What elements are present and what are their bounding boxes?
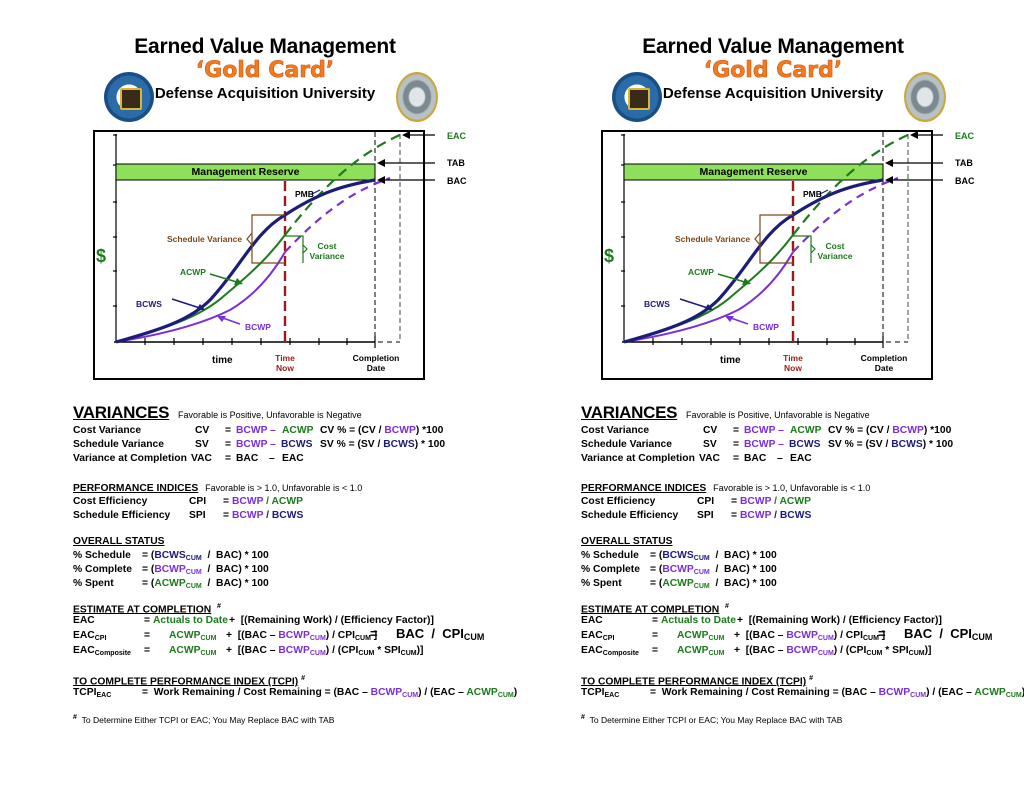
overall-status-section: OVERALL STATUS % Schedule = (BCWSCUM / B… (73, 536, 269, 590)
variances-section: VARIANCES Favorable is Positive, Unfavor… (581, 403, 954, 464)
variances-section: VARIANCES Favorable is Positive, Unfavor… (73, 403, 446, 464)
footnote: # To Determine Either TCPI or EAC; You M… (73, 714, 335, 725)
card-title: Earned Value Management (642, 35, 904, 58)
evm-chart (601, 130, 933, 380)
schedule-variance-label: Schedule Variance (167, 234, 243, 244)
variances-heading: VARIANCES (581, 403, 678, 422)
org-name: Defense Acquisition University (154, 85, 376, 102)
pmb-label: PMB (295, 189, 314, 199)
performance-indices-section: PERFORMANCE INDICES Favorable is > 1.0, … (581, 483, 871, 521)
overall-status-heading: OVERALL STATUS (73, 536, 165, 547)
time-now-label: Time Now (783, 353, 803, 373)
management-reserve-label: Management Reserve (699, 166, 808, 178)
dau-coin-icon (904, 72, 946, 122)
dau-seal-icon (104, 72, 154, 122)
overall-status-section: OVERALL STATUS % Schedule = (BCWSCUM / B… (581, 536, 777, 590)
completion-date-label: Completion Date (860, 353, 908, 373)
bcws-label: BCWS (136, 299, 162, 309)
eac-heading: ESTIMATE AT COMPLETION (581, 604, 720, 616)
time-now-label: Time Now (275, 353, 295, 373)
management-reserve-label: Management Reserve (191, 166, 300, 178)
variances-note: Favorable is Positive, Unfavorable is Ne… (178, 410, 362, 420)
card-title: Earned Value Management (134, 35, 396, 58)
acwp-label: ACWP (688, 267, 714, 277)
schedule-variance-label: Schedule Variance (675, 234, 751, 244)
estimate-at-completion-section: ESTIMATE AT COMPLETION # EAC = Actuals t… (581, 603, 993, 657)
performance-indices-heading: PERFORMANCE INDICES (73, 483, 199, 494)
performance-indices-heading: PERFORMANCE INDICES (581, 483, 707, 494)
evm-chart (93, 130, 425, 380)
card-subtitle: ‘Gold Card’ (195, 58, 335, 84)
bac-label: BAC (447, 176, 467, 186)
overall-status-heading: OVERALL STATUS (581, 536, 673, 547)
evm-chart-graphics (113, 131, 435, 348)
card-subtitle: ‘Gold Card’ (703, 58, 843, 84)
bac-label: BAC (955, 176, 975, 186)
x-axis-time-label: time (720, 355, 741, 366)
performance-indices-note: Favorable is > 1.0, Unfavorable is < 1.0 (205, 483, 363, 493)
performance-indices-note: Favorable is > 1.0, Unfavorable is < 1.0 (713, 483, 871, 493)
eac-label: EAC (955, 131, 975, 141)
y-axis-dollar-label: $ (604, 246, 615, 266)
tab-label: TAB (955, 158, 973, 168)
evm-chart-graphics (621, 131, 943, 348)
variances-heading: VARIANCES (73, 403, 170, 422)
gold-card-right: Earned Value Management ‘Gold Card’ Defe… (508, 0, 1024, 791)
cost-variance-label: Cost Variance (309, 241, 345, 261)
estimate-at-completion-section: ESTIMATE AT COMPLETION # EAC = Actuals t… (73, 603, 485, 657)
acwp-label: ACWP (180, 267, 206, 277)
bcwp-label: BCWP (245, 322, 271, 332)
dau-seal-icon (612, 72, 662, 122)
y-axis-dollar-label: $ (96, 246, 107, 266)
eac-heading: ESTIMATE AT COMPLETION (73, 604, 212, 616)
x-axis-time-label: time (212, 355, 233, 366)
gold-card-left: Earned Value Management ‘Gold Card’ Defe… (73, 35, 518, 725)
dau-coin-icon (396, 72, 438, 122)
eac-label: EAC (447, 131, 467, 141)
completion-date-label: Completion Date (352, 353, 400, 373)
performance-indices-section: PERFORMANCE INDICES Favorable is > 1.0, … (73, 483, 363, 521)
tcpi-section: TO COMPLETE PERFORMANCE INDEX (TCPI) # T… (73, 675, 518, 699)
tcpi-section: TO COMPLETE PERFORMANCE INDEX (TCPI) # T… (581, 675, 1024, 699)
tcpi-heading: TO COMPLETE PERFORMANCE INDEX (TCPI) (581, 676, 807, 688)
bcws-label: BCWS (644, 299, 670, 309)
footnote: # To Determine Either TCPI or EAC; You M… (581, 714, 843, 725)
bcwp-label: BCWP (753, 322, 779, 332)
pmb-label: PMB (803, 189, 822, 199)
org-name: Defense Acquisition University (662, 85, 884, 102)
tcpi-heading: TO COMPLETE PERFORMANCE INDEX (TCPI) (73, 676, 299, 688)
cost-variance-label: Cost Variance (817, 241, 853, 261)
variances-note: Favorable is Positive, Unfavorable is Ne… (686, 410, 870, 420)
tab-label: TAB (447, 158, 465, 168)
